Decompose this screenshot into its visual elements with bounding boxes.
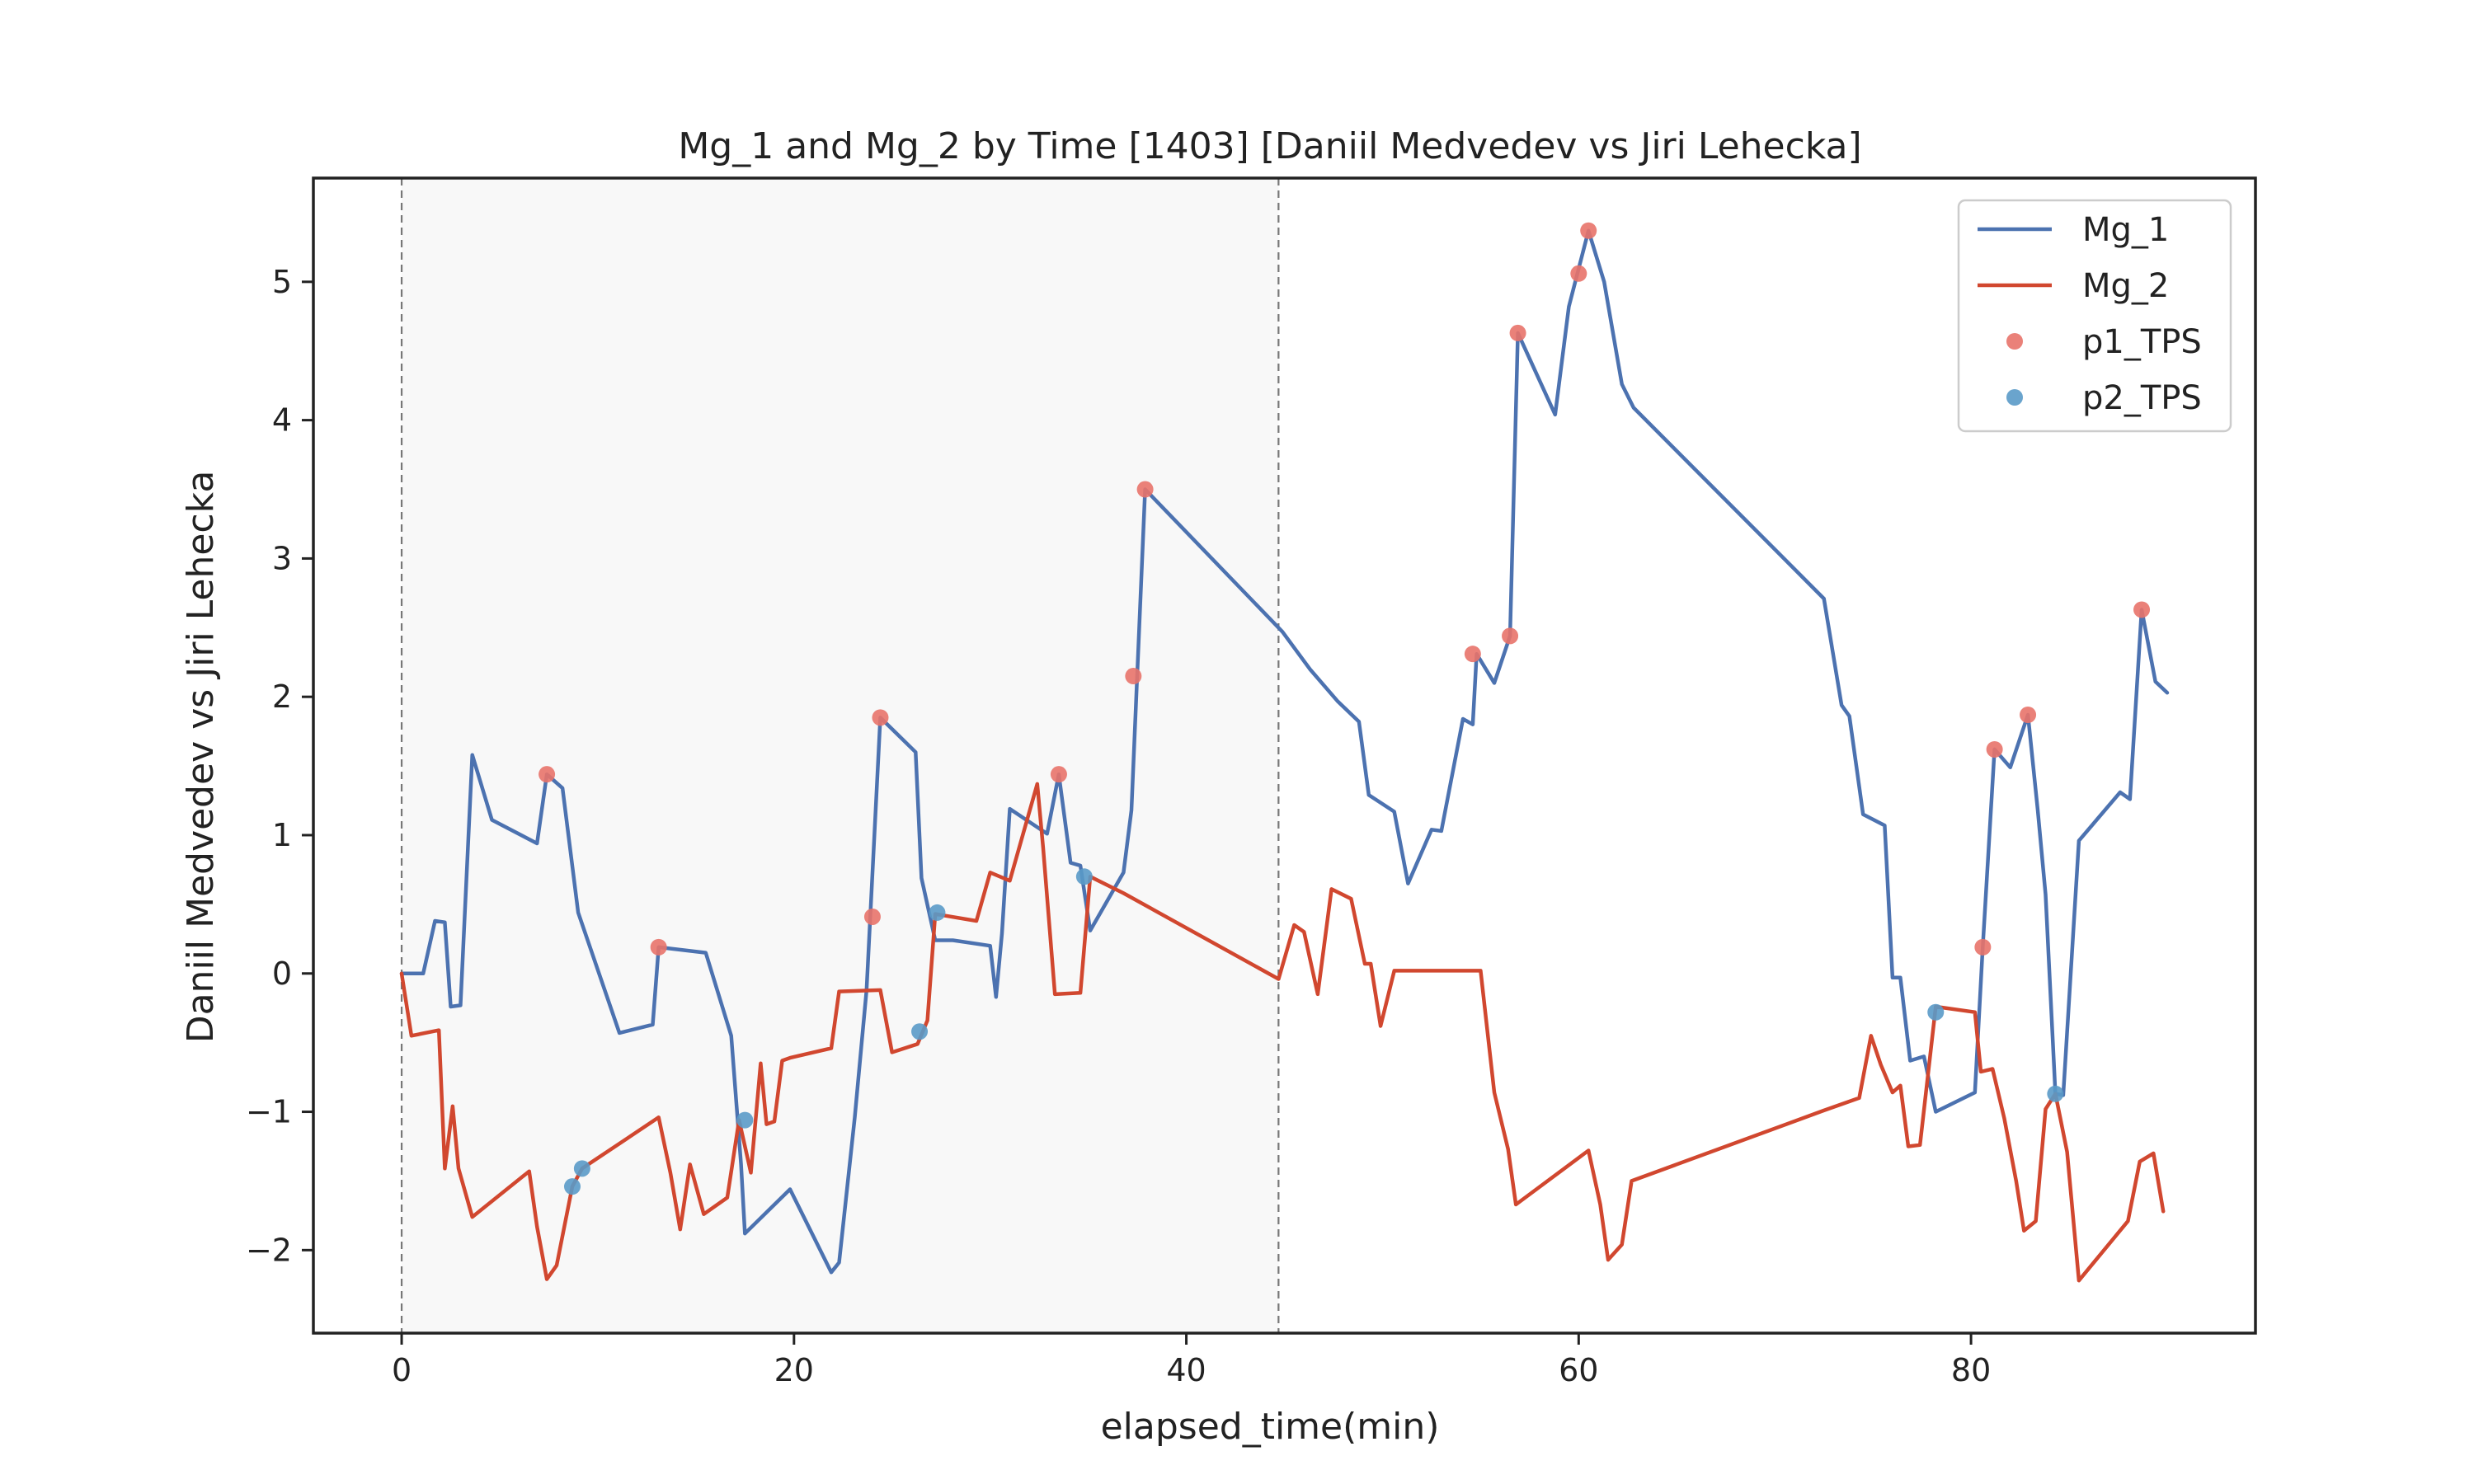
point-p1-tps <box>1050 766 1067 783</box>
legend-label-mg-2: Mg_2 <box>2082 267 2169 305</box>
legend-box <box>1957 199 2232 433</box>
x-axis: 0 20 40 60 80 <box>392 1333 1991 1388</box>
point-p1-tps <box>1986 740 2003 758</box>
point-p1-tps <box>1464 646 1481 663</box>
legend-label-mg-1: Mg_1 <box>2082 211 2169 249</box>
series-line-layer <box>399 228 2170 1283</box>
point-p1-tps <box>1125 668 1142 685</box>
point-p1-tps <box>2133 601 2151 618</box>
x-tick-label: 20 <box>774 1352 814 1388</box>
y-tick-label: 1 <box>272 817 292 853</box>
vline-layer <box>400 178 1280 1333</box>
y-tick-label: 3 <box>272 540 292 576</box>
point-p2-tps <box>911 1023 929 1040</box>
point-p1-tps <box>539 766 556 783</box>
x-tick-label: 60 <box>1559 1352 1598 1388</box>
point-p1-tps <box>1509 324 1526 341</box>
point-p1-tps <box>1974 938 1992 956</box>
point-p1-tps <box>1136 481 1154 498</box>
x-tick-label: 0 <box>392 1352 412 1388</box>
y-axis: −2 −1 0 1 2 3 4 5 <box>246 264 313 1268</box>
point-p2-tps <box>564 1178 581 1195</box>
legend: Mg_1 Mg_2 p1_TPS p2_TPS <box>1957 199 2232 433</box>
y-tick-label: 0 <box>272 956 292 992</box>
x-axis-label: elapsed_time(min) <box>1101 1406 1440 1448</box>
y-tick-label: −2 <box>246 1232 292 1268</box>
point-p1-tps <box>863 908 881 925</box>
y-axis-label: Daniil Medvedev vs Jiri Lehecka <box>180 471 222 1044</box>
series-point-layer <box>539 222 2151 1195</box>
x-tick-label: 40 <box>1166 1352 1206 1388</box>
point-p2-tps <box>573 1160 590 1177</box>
point-p2-tps <box>929 904 946 921</box>
point-p1-tps <box>872 709 889 726</box>
point-p2-tps <box>1927 1003 1945 1021</box>
series-line-mg-1 <box>399 228 2170 1275</box>
x-tick-label: 80 <box>1951 1352 1991 1388</box>
point-p1-tps <box>1570 265 1587 282</box>
y-tick-label: 4 <box>272 402 292 439</box>
legend-swatch-p1-tps <box>2006 333 2023 350</box>
legend-swatch-p2-tps <box>2006 389 2023 406</box>
point-p1-tps <box>2020 707 2037 724</box>
series-line-mg-2 <box>399 782 2166 1283</box>
legend-label-p2-tps: p2_TPS <box>2082 379 2202 417</box>
point-p1-tps <box>1580 222 1597 239</box>
plot-frame <box>312 176 2257 1335</box>
point-p1-tps <box>1502 627 1519 645</box>
y-tick-label: −1 <box>246 1094 292 1130</box>
shaded-region <box>402 178 1279 1333</box>
shaded-region-layer <box>402 178 1279 1333</box>
point-p2-tps <box>1075 868 1093 885</box>
y-tick-label: 2 <box>272 679 292 715</box>
legend-label-p1-tps: p1_TPS <box>2082 323 2202 361</box>
chart-title: Mg_1 and Mg_2 by Time [1403] [Daniil Med… <box>678 125 1861 167</box>
point-p2-tps <box>2047 1085 2064 1102</box>
point-p2-tps <box>736 1111 754 1129</box>
y-tick-label: 5 <box>272 264 292 300</box>
point-p1-tps <box>650 938 667 956</box>
